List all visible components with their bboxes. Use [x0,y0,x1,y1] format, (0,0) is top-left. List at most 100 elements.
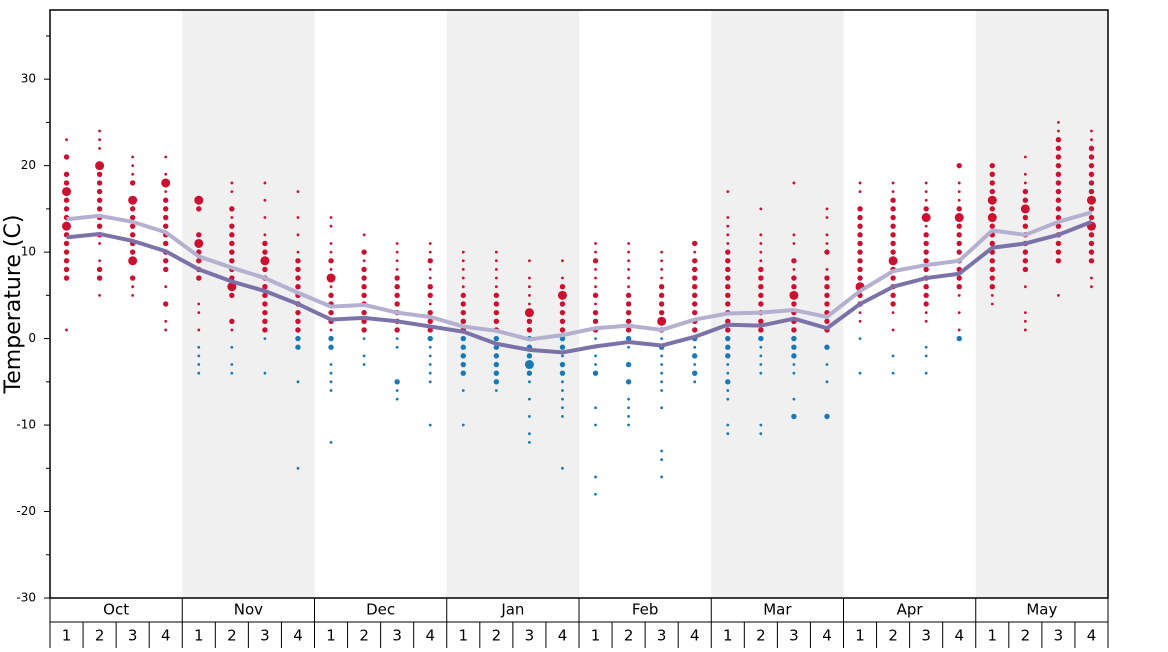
dot [295,258,301,264]
dot [857,232,863,238]
dot [857,206,863,212]
dot [295,275,301,281]
dot [657,316,667,326]
dot [229,258,235,264]
dot [460,318,466,324]
dot [131,285,135,289]
week-label: 1 [988,627,998,645]
dot [956,275,962,281]
dot [989,223,995,229]
y-tick-label: -20 [16,504,36,518]
dot [197,345,201,349]
dot [627,415,630,418]
dot [362,363,366,366]
dot [627,242,630,245]
y-tick-label: -10 [16,418,36,432]
dot [758,284,764,290]
dot [524,308,534,318]
dot [627,345,630,349]
dot [791,327,797,333]
dot [924,311,928,315]
dot [1023,328,1027,332]
dot [230,328,234,332]
dot [1022,223,1029,229]
dot [129,206,136,212]
dot [395,259,399,263]
dot [989,206,995,212]
dot [989,284,995,290]
dot [296,380,300,384]
dot [1055,171,1062,177]
dot [361,292,367,299]
dot [1055,223,1062,229]
dot [726,190,730,193]
dot [923,206,929,212]
dot [62,221,72,231]
dot [163,197,169,203]
dot [428,371,432,375]
week-label: 1 [459,627,469,645]
week-label: 4 [558,627,568,645]
dot [295,335,301,342]
week-label: 3 [789,627,799,645]
dot [825,233,829,237]
dot [923,284,929,290]
dot [824,275,830,281]
dot [692,353,698,359]
dot [791,258,797,264]
dot [1023,155,1027,159]
dot [890,275,896,281]
dot [592,370,599,376]
dot [262,318,268,324]
dot [561,354,564,358]
dot [692,258,698,264]
dot [660,371,664,375]
dot [660,475,664,479]
dot [957,190,961,193]
dot [295,327,301,333]
dot [725,344,731,350]
dot [263,337,267,340]
week-label: 1 [591,627,601,645]
week-label: 3 [525,627,535,645]
dot [923,258,929,264]
dot [163,223,169,229]
month-band [446,10,579,598]
week-label: 2 [624,627,634,645]
dot [1055,162,1062,169]
dot [493,318,500,324]
dot [493,301,500,307]
dot [956,335,962,342]
dot [528,432,531,436]
month-label: Nov [234,601,263,619]
dot [263,233,267,237]
month-band [975,10,1108,598]
dot [858,190,862,193]
dot [594,354,597,358]
dot [924,354,928,358]
dot [890,301,896,307]
dot [63,206,70,212]
dot [559,309,566,316]
dot [791,413,797,420]
dot [163,258,169,264]
week-label: 2 [227,627,237,645]
dot [825,363,829,366]
dot [528,440,531,444]
dot [1022,197,1029,203]
dot [957,328,961,332]
dot [627,397,630,401]
dot [63,266,70,273]
dot [625,309,632,316]
dot [660,337,664,340]
dot [230,181,234,185]
dot [197,328,201,332]
dot [494,276,498,280]
dot [427,258,433,264]
dot [891,328,895,332]
dot [1057,293,1060,297]
dot [361,275,367,281]
dot [692,292,698,299]
dot [559,344,566,350]
dot [461,276,465,280]
